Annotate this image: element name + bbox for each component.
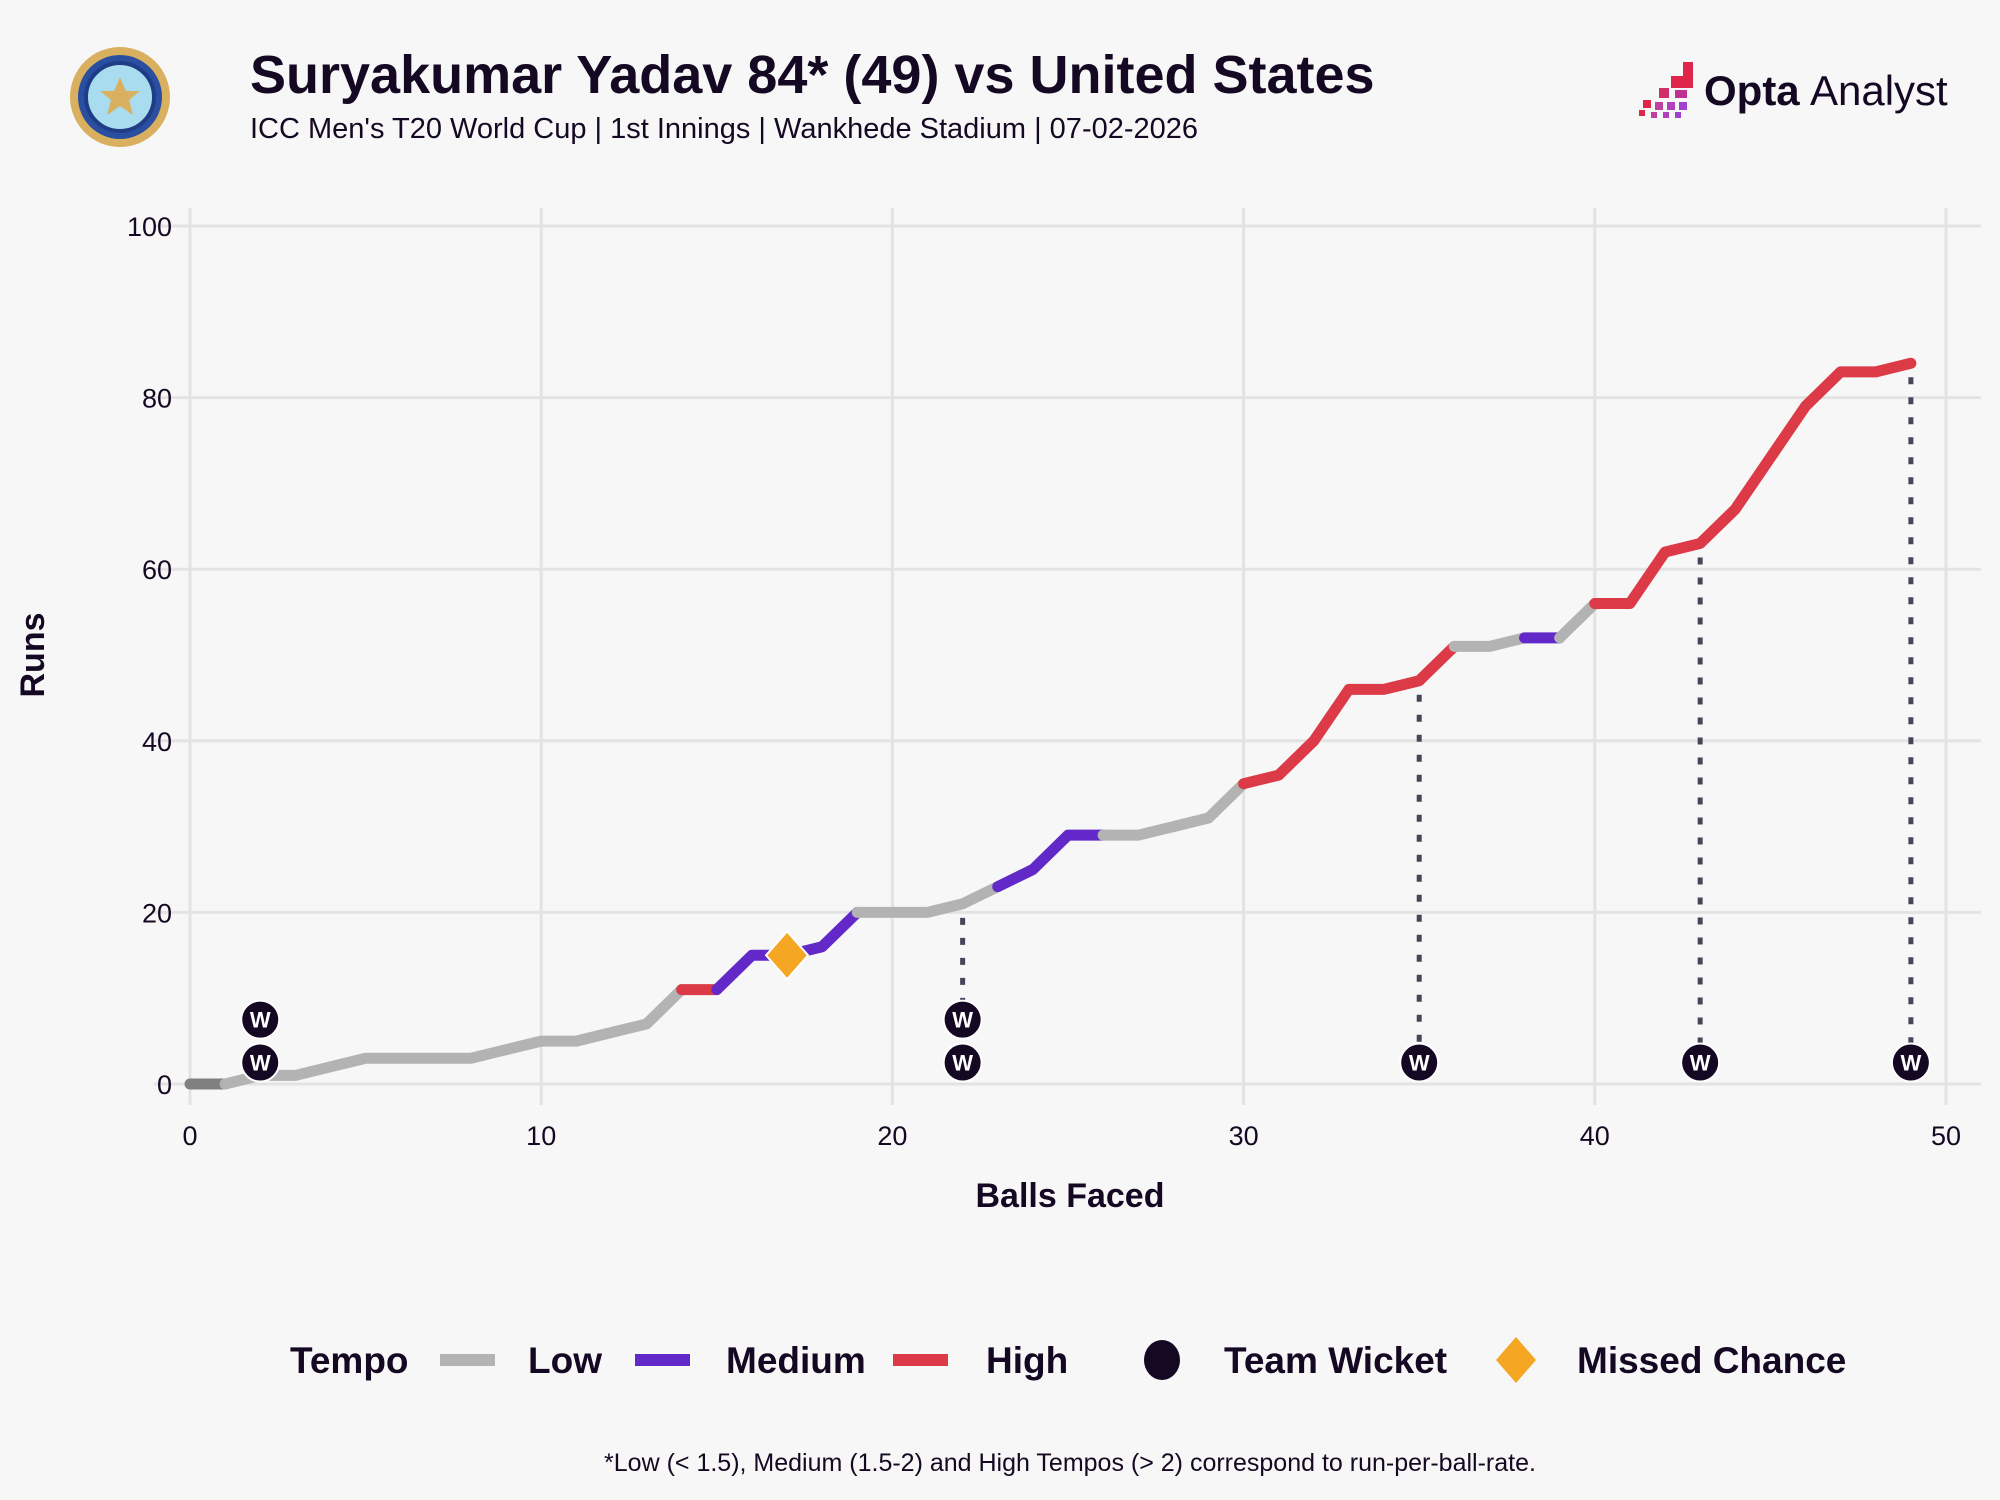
- runs-segment-low: [1554, 598, 1601, 644]
- legend-wicket-icon: [1144, 1340, 1180, 1380]
- wicket-marker: [240, 999, 281, 1040]
- x-tick-label: 40: [1580, 1121, 1610, 1151]
- y-tick-label: 20: [142, 898, 172, 928]
- legend-label-missed: Missed Chance: [1577, 1340, 1846, 1381]
- wicket-marker-label: W: [250, 1051, 271, 1076]
- runs-segment-low: [851, 881, 1004, 918]
- svg-text:Opta: Opta: [1704, 67, 1800, 114]
- legend-label-wicket: Team Wicket: [1224, 1340, 1447, 1381]
- runs-segment-low: [1097, 778, 1250, 841]
- runs-segment-high: [1238, 640, 1460, 790]
- x-tick-label: 20: [877, 1121, 907, 1151]
- wicket-marker: [1680, 1042, 1721, 1083]
- wicket-marker-label: W: [250, 1008, 271, 1033]
- grid: [154, 208, 1981, 1105]
- runs-segment-low: [1448, 632, 1531, 652]
- wicket-marker: [942, 999, 983, 1040]
- wicket-marker-label: W: [1690, 1051, 1711, 1076]
- legend-title: Tempo: [290, 1340, 409, 1381]
- team-crest-logo: [70, 47, 170, 147]
- opta-analyst-logo: Opta Analyst: [1639, 62, 1948, 118]
- footnote: *Low (< 1.5), Medium (1.5-2) and High Te…: [604, 1449, 1536, 1477]
- wicket-marker: [1890, 1042, 1931, 1083]
- wicket-marker: [942, 1042, 983, 1083]
- wicket-marker-label: W: [1900, 1051, 1921, 1076]
- y-axis-ticks: 0 20 40 60 80 100: [127, 212, 172, 1100]
- x-tick-label: 30: [1229, 1121, 1259, 1151]
- runs-segment-high: [1589, 357, 1917, 610]
- y-tick-label: 40: [142, 727, 172, 757]
- chart-subtitle: ICC Men's T20 World Cup | 1st Innings | …: [250, 113, 1198, 145]
- runs-line: [184, 357, 1917, 1090]
- x-axis-ticks: 0 10 20 30 40 50: [182, 1121, 1961, 1151]
- wicket-drop-lines: [960, 377, 1914, 1045]
- legend-label-medium: Medium: [726, 1340, 866, 1381]
- y-tick-label: 60: [142, 555, 172, 585]
- wicket-marker-label: W: [952, 1008, 973, 1033]
- missed-chance-marker: [764, 929, 810, 981]
- x-tick-label: 10: [526, 1121, 556, 1151]
- wicket-marker-label: W: [1409, 1051, 1430, 1076]
- y-tick-label: 0: [157, 1070, 172, 1100]
- runs-segment-medium: [992, 829, 1109, 893]
- legend-label-low: Low: [528, 1340, 602, 1381]
- chart-title: Suryakumar Yadav 84* (49) vs United Stat…: [250, 45, 1375, 105]
- x-axis-label: Balls Faced: [976, 1177, 1165, 1215]
- legend-missed-chance-icon: [1496, 1337, 1536, 1383]
- svg-text:Analyst: Analyst: [1810, 67, 1948, 114]
- wicket-marker-label: W: [952, 1051, 973, 1076]
- x-tick-label: 0: [182, 1121, 197, 1151]
- runs-segment-low: [219, 984, 688, 1090]
- wicket-marker: [240, 1042, 281, 1083]
- wicket-marker: [1399, 1042, 1440, 1083]
- y-tick-label: 80: [142, 384, 172, 414]
- y-axis-label: Runs: [14, 613, 52, 698]
- legend-label-high: High: [986, 1340, 1068, 1381]
- x-tick-label: 50: [1931, 1121, 1961, 1151]
- legend: Tempo Low Medium High Team Wicket Missed…: [290, 1337, 1846, 1383]
- y-tick-label: 100: [127, 212, 172, 242]
